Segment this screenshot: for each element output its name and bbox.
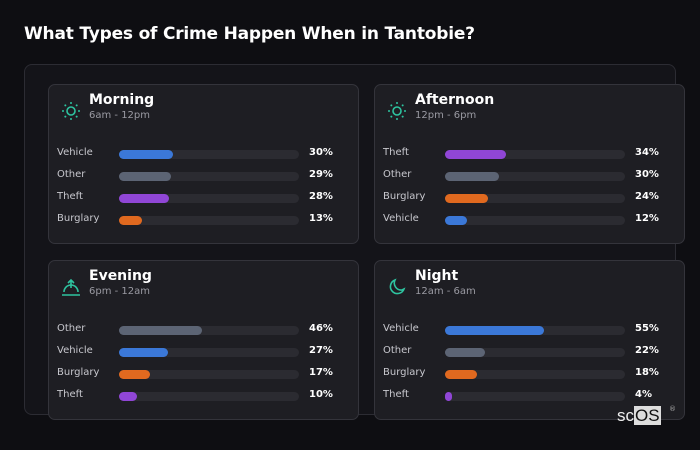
category-label: Burglary: [57, 213, 100, 224]
bar-track: [445, 392, 625, 401]
card-subtitle: 6pm - 12am: [89, 286, 151, 297]
value-label: 30%: [309, 147, 333, 158]
bar-track: [445, 194, 625, 203]
value-label: 10%: [309, 389, 333, 400]
bar-row: Burglary 24%: [383, 191, 673, 205]
bar-other: [445, 348, 485, 357]
bar-vehicle: [445, 216, 467, 225]
bar-track: [119, 370, 299, 379]
bar-track: [119, 326, 299, 335]
bar-vehicle: [119, 348, 168, 357]
value-label: 28%: [309, 191, 333, 202]
bar-vehicle: [119, 150, 173, 159]
bar-burglary: [445, 370, 478, 379]
card-title: Afternoon: [415, 92, 495, 108]
card-subtitle: 6am - 12pm: [89, 110, 151, 121]
category-label: Theft: [383, 389, 409, 400]
bar-other: [445, 172, 499, 181]
bar-row: Burglary 13%: [57, 213, 347, 227]
card-subtitle: 12pm - 6pm: [415, 110, 477, 121]
bar-row: Other 29%: [57, 169, 347, 183]
bar-other: [119, 326, 202, 335]
bar-burglary: [119, 370, 150, 379]
page-title: What Types of Crime Happen When in Tanto…: [24, 24, 475, 44]
moon-icon: [389, 278, 406, 295]
category-label: Burglary: [383, 367, 426, 378]
value-label: 29%: [309, 169, 333, 180]
bar-row: Theft 28%: [57, 191, 347, 205]
category-label: Other: [57, 323, 86, 334]
bar-track: [445, 370, 625, 379]
bar-burglary: [119, 216, 143, 225]
value-label: 12%: [635, 213, 659, 224]
value-label: 34%: [635, 147, 659, 158]
bar-theft: [445, 392, 453, 401]
value-label: 46%: [309, 323, 333, 334]
card-title: Morning: [89, 92, 155, 108]
category-label: Burglary: [57, 367, 100, 378]
category-label: Other: [383, 169, 412, 180]
category-label: Theft: [57, 191, 83, 202]
bar-row: Vehicle 27%: [57, 345, 347, 359]
bar-track: [119, 216, 299, 225]
bar-track: [445, 326, 625, 335]
category-label: Vehicle: [383, 323, 419, 334]
value-label: 13%: [309, 213, 333, 224]
bar-track: [119, 194, 299, 203]
sunset-icon: [62, 278, 80, 296]
card-evening: Evening 6pm - 12am Other 46% Vehicle 27%…: [48, 260, 359, 420]
card-morning: Morning 6am - 12pm Vehicle 30% Other 29%…: [48, 84, 359, 244]
scos-logo: scOS: [617, 406, 661, 425]
card-night: Night 12am - 6am Vehicle 55% Other 22% B…: [374, 260, 685, 420]
bar-track: [445, 172, 625, 181]
category-label: Other: [57, 169, 86, 180]
value-label: 22%: [635, 345, 659, 356]
bar-row: Theft 34%: [383, 147, 673, 161]
bar-track: [119, 172, 299, 181]
bar-theft: [119, 392, 137, 401]
category-label: Theft: [57, 389, 83, 400]
bar-burglary: [445, 194, 489, 203]
card-afternoon: Afternoon 12pm - 6pm Theft 34% Other 30%…: [374, 84, 685, 244]
bar-row: Burglary 18%: [383, 367, 673, 381]
category-label: Vehicle: [57, 147, 93, 158]
bar-other: [119, 172, 172, 181]
bar-row: Vehicle 12%: [383, 213, 673, 227]
bar-track: [119, 348, 299, 357]
value-label: 18%: [635, 367, 659, 378]
bar-track: [119, 150, 299, 159]
category-label: Vehicle: [383, 213, 419, 224]
bar-track: [119, 392, 299, 401]
value-label: 27%: [309, 345, 333, 356]
bar-row: Vehicle 55%: [383, 323, 673, 337]
category-label: Theft: [383, 147, 409, 158]
card-subtitle: 12am - 6am: [415, 286, 476, 297]
value-label: 17%: [309, 367, 333, 378]
value-label: 24%: [635, 191, 659, 202]
bar-track: [445, 348, 625, 357]
card-title: Night: [415, 268, 459, 284]
value-label: 55%: [635, 323, 659, 334]
bar-theft: [119, 194, 170, 203]
category-label: Burglary: [383, 191, 426, 202]
sun-icon: [388, 102, 406, 120]
value-label: 4%: [635, 389, 652, 400]
bar-row: Theft 4%: [383, 389, 673, 403]
bar-vehicle: [445, 326, 544, 335]
card-title: Evening: [89, 268, 152, 284]
bar-row: Burglary 17%: [57, 367, 347, 381]
category-label: Other: [383, 345, 412, 356]
bar-track: [445, 216, 625, 225]
registered-mark: ®: [669, 405, 676, 413]
value-label: 30%: [635, 169, 659, 180]
bar-track: [445, 150, 625, 159]
bar-row: Theft 10%: [57, 389, 347, 403]
sun-icon: [62, 102, 80, 120]
bar-row: Other 22%: [383, 345, 673, 359]
bar-row: Vehicle 30%: [57, 147, 347, 161]
bar-row: Other 46%: [57, 323, 347, 337]
category-label: Vehicle: [57, 345, 93, 356]
bar-row: Other 30%: [383, 169, 673, 183]
bar-theft: [445, 150, 507, 159]
